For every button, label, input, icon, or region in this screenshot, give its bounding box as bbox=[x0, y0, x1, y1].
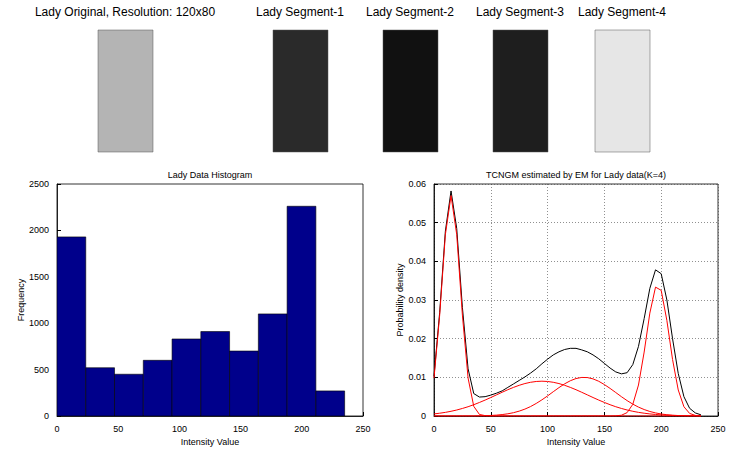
svg-text:2000: 2000 bbox=[29, 225, 49, 235]
svg-text:0.05: 0.05 bbox=[408, 218, 426, 228]
svg-text:0: 0 bbox=[44, 411, 49, 421]
svg-text:Lady Segment-3: Lady Segment-3 bbox=[476, 5, 564, 19]
svg-text:250: 250 bbox=[355, 424, 370, 434]
svg-text:Probability density: Probability density bbox=[395, 263, 405, 337]
svg-text:Intensity Value: Intensity Value bbox=[547, 437, 605, 447]
svg-text:Lady Data Histogram: Lady Data Histogram bbox=[168, 170, 253, 180]
svg-text:200: 200 bbox=[294, 424, 309, 434]
svg-text:TCNGM estimated by EM for Lady: TCNGM estimated by EM for Lady data(K=4) bbox=[486, 170, 666, 180]
svg-text:0: 0 bbox=[431, 424, 436, 434]
svg-text:Lady Segment-4: Lady Segment-4 bbox=[578, 5, 666, 19]
svg-text:0.01: 0.01 bbox=[408, 372, 426, 382]
svg-text:50: 50 bbox=[113, 424, 123, 434]
svg-text:250: 250 bbox=[710, 424, 725, 434]
svg-text:200: 200 bbox=[654, 424, 669, 434]
svg-text:Lady Original, Resolution: 120: Lady Original, Resolution: 120x80 bbox=[35, 5, 215, 19]
svg-text:Intensity Value: Intensity Value bbox=[181, 437, 239, 447]
svg-text:2500: 2500 bbox=[29, 179, 49, 189]
svg-text:0.04: 0.04 bbox=[408, 256, 426, 266]
svg-text:0.06: 0.06 bbox=[408, 179, 426, 189]
svg-text:500: 500 bbox=[34, 365, 49, 375]
svg-text:1500: 1500 bbox=[29, 272, 49, 282]
svg-text:Lady Segment-1: Lady Segment-1 bbox=[256, 5, 344, 19]
svg-text:0.03: 0.03 bbox=[408, 295, 426, 305]
svg-text:50: 50 bbox=[486, 424, 496, 434]
svg-text:Frequency: Frequency bbox=[16, 278, 26, 321]
svg-text:0.02: 0.02 bbox=[408, 334, 426, 344]
svg-text:100: 100 bbox=[172, 424, 187, 434]
svg-text:150: 150 bbox=[233, 424, 248, 434]
svg-text:150: 150 bbox=[597, 424, 612, 434]
svg-text:1000: 1000 bbox=[29, 318, 49, 328]
svg-text:100: 100 bbox=[540, 424, 555, 434]
svg-text:Lady Segment-2: Lady Segment-2 bbox=[366, 5, 454, 19]
svg-text:0: 0 bbox=[54, 424, 59, 434]
svg-text:0: 0 bbox=[421, 411, 426, 421]
